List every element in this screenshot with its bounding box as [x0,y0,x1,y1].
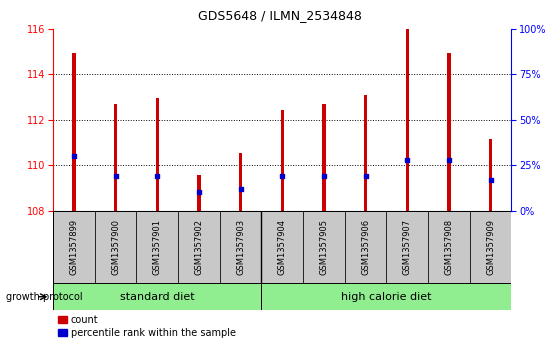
Point [403,157,412,163]
Point [153,173,162,179]
FancyBboxPatch shape [220,211,262,283]
Text: GSM1357900: GSM1357900 [111,219,120,275]
FancyBboxPatch shape [136,211,178,283]
Text: growth protocol: growth protocol [6,292,82,302]
FancyBboxPatch shape [303,211,345,283]
FancyBboxPatch shape [470,211,511,283]
Bar [239,153,242,211]
Bar [447,53,451,211]
Bar [155,98,159,211]
FancyBboxPatch shape [262,283,511,310]
FancyBboxPatch shape [262,211,303,283]
Legend: count, percentile rank within the sample: count, percentile rank within the sample [58,315,235,338]
FancyBboxPatch shape [53,283,262,310]
Point [486,177,495,183]
Bar [197,175,201,211]
FancyBboxPatch shape [53,211,95,283]
Bar [114,104,117,211]
Point [195,189,203,195]
Text: GSM1357901: GSM1357901 [153,219,162,275]
Text: GSM1357906: GSM1357906 [361,219,370,275]
Text: high calorie diet: high calorie diet [341,292,432,302]
Text: GSM1357899: GSM1357899 [69,219,78,275]
Bar [281,110,284,211]
Text: GSM1357905: GSM1357905 [319,219,329,275]
Text: GSM1357904: GSM1357904 [278,219,287,275]
Point [69,153,78,159]
Bar [72,53,75,211]
Text: GSM1357909: GSM1357909 [486,219,495,275]
FancyBboxPatch shape [178,211,220,283]
Text: GSM1357907: GSM1357907 [403,219,412,275]
Point [111,173,120,179]
Bar [323,104,326,211]
Text: GSM1357903: GSM1357903 [236,219,245,275]
Text: GDS5648 / ILMN_2534848: GDS5648 / ILMN_2534848 [197,9,362,22]
FancyBboxPatch shape [386,211,428,283]
Point [320,173,329,179]
Point [278,173,287,179]
Point [236,186,245,192]
FancyBboxPatch shape [95,211,136,283]
FancyBboxPatch shape [428,211,470,283]
FancyBboxPatch shape [345,211,386,283]
Point [444,157,453,163]
Point [361,173,370,179]
Text: standard diet: standard diet [120,292,195,302]
Text: GSM1357902: GSM1357902 [195,219,203,275]
Text: GSM1357908: GSM1357908 [444,219,453,275]
Bar [489,139,492,211]
Bar [406,29,409,211]
Bar [364,95,367,211]
